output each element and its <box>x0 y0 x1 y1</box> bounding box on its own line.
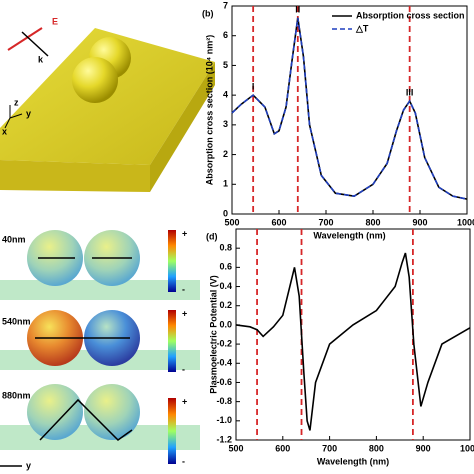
arrow <box>39 398 133 441</box>
x-tick-label: 900 <box>412 217 427 227</box>
e-label: E <box>52 16 58 26</box>
sphere <box>72 57 118 103</box>
y-tick-label: 1 <box>223 179 228 189</box>
colorbar-plus: + <box>182 308 187 318</box>
series-line <box>231 17 468 200</box>
y-tick-label: -0.4 <box>216 358 232 368</box>
panel-label: (d) <box>206 231 218 241</box>
plot-frame <box>231 5 468 215</box>
x-tick-label: 800 <box>369 443 384 453</box>
y-tick-label: 0.8 <box>219 243 232 253</box>
x-tick-label: 900 <box>416 443 431 453</box>
y-tick-label: 5 <box>223 60 228 70</box>
wavelength-label: 40nm <box>2 234 26 244</box>
y-tick-label: 0.6 <box>219 262 232 272</box>
wavelength-label: 880nm <box>2 390 31 400</box>
x-tick-label: 700 <box>318 217 333 227</box>
slab-front <box>0 160 150 192</box>
k-label: k <box>38 54 44 64</box>
x-tick-label: 700 <box>322 443 337 453</box>
panel-c: 40nm 540nm 880nm + - + - + - y <box>0 228 200 470</box>
y-axis-label: Plasmoelectric Potential (V) <box>208 275 218 394</box>
colorbar <box>168 310 176 372</box>
y-tick-label: 6 <box>223 30 228 40</box>
colorbar-minus: - <box>182 284 185 294</box>
y-tick-label: -1.0 <box>216 415 232 425</box>
colorbar <box>168 398 176 464</box>
legend-label: Absorption cross section <box>356 10 465 20</box>
y-tick-label: -0.6 <box>216 377 232 387</box>
slab-side <box>150 62 215 192</box>
x-tick-label: 500 <box>228 443 243 453</box>
plot-frame <box>235 228 471 441</box>
y-tick-label: -1.2 <box>216 434 232 444</box>
y-tick-label: 3 <box>223 119 228 129</box>
axis <box>9 113 23 119</box>
wavelength-label: 540nm <box>2 316 31 326</box>
sphere <box>84 384 140 440</box>
x-tick-label: 600 <box>271 217 286 227</box>
colorbar <box>168 230 176 292</box>
colorbar-minus: - <box>182 364 185 374</box>
y-tick-label: 0.2 <box>219 300 232 310</box>
series-line <box>231 17 468 200</box>
y-tick-label: 0.0 <box>219 319 232 329</box>
legend-label: △T <box>355 23 369 33</box>
peak-label: III <box>406 87 414 97</box>
axis-label: y <box>26 460 31 470</box>
axis-label: y <box>26 108 31 118</box>
y-tick-label: 4 <box>223 90 228 100</box>
x-axis-label: Wavelength (nm) <box>317 456 389 466</box>
y-tick-label: -0.8 <box>216 396 232 406</box>
y-tick-label: -0.2 <box>216 338 232 348</box>
x-tick-label: 500 <box>224 217 239 227</box>
k-arrow <box>21 31 49 57</box>
panel-a: E k z y x <box>0 16 215 192</box>
axis-label: z <box>14 97 19 107</box>
sphere <box>27 384 83 440</box>
panel-label: (b) <box>202 8 214 18</box>
x-tick-label: 800 <box>365 217 380 227</box>
peak-label: II <box>295 4 300 14</box>
series-line <box>235 252 471 431</box>
axis <box>4 117 11 129</box>
y-axis-label: Absorption cross section (10⁴ nm²) <box>204 35 214 185</box>
x-axis-label: Wavelength (nm) <box>313 230 385 240</box>
y-tick-label: 2 <box>223 149 228 159</box>
x-tick-label: 600 <box>275 443 290 453</box>
colorbar-plus: + <box>182 396 187 406</box>
colorbar-minus: - <box>182 456 185 466</box>
y-tick-label: 0.4 <box>219 281 232 291</box>
axis-label: x <box>2 126 7 136</box>
peak-label: I <box>252 82 255 92</box>
y-tick-label: 0 <box>223 208 228 218</box>
e-arrow <box>7 27 43 51</box>
colorbar-plus: + <box>182 228 187 238</box>
y-tick-label: 7 <box>223 0 228 10</box>
